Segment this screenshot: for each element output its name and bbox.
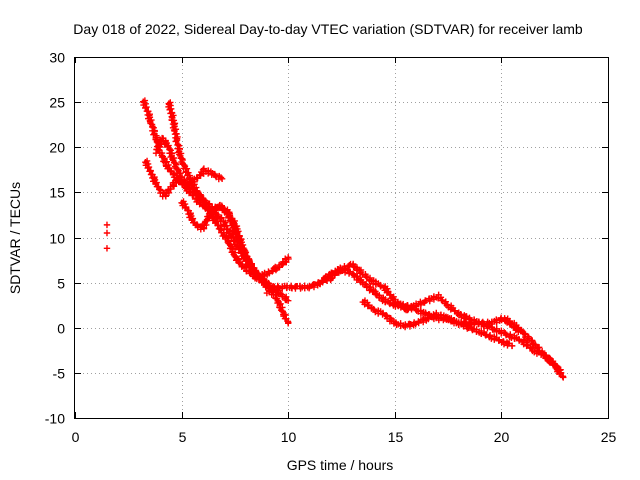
data-point — [158, 134, 166, 142]
x-tick-label: 20 — [494, 429, 510, 445]
data-point — [542, 352, 550, 359]
data-point — [319, 279, 326, 286]
data-point — [188, 215, 195, 223]
data-point — [193, 221, 201, 228]
data-point — [508, 342, 516, 349]
y-tick-label: -10 — [45, 411, 65, 427]
y-tick-label: 5 — [57, 276, 65, 292]
axis-ticks — [75, 57, 609, 419]
data-point — [169, 155, 176, 163]
data-point — [331, 272, 338, 279]
data-point — [226, 212, 234, 219]
y-tick-label: 20 — [49, 140, 65, 156]
series-trace-2 — [142, 157, 292, 327]
data-point — [390, 296, 397, 303]
y-tick-label: 0 — [57, 321, 65, 337]
data-point — [497, 315, 504, 323]
data-point — [556, 370, 563, 378]
data-point — [217, 174, 225, 181]
data-point — [502, 330, 509, 337]
x-axis-label: GPS time / hours — [287, 457, 394, 473]
data-point — [425, 315, 432, 323]
data-point — [162, 193, 170, 200]
data-point — [451, 307, 458, 314]
data-point — [152, 179, 159, 187]
data-point — [184, 207, 191, 214]
data-point — [457, 311, 464, 318]
y-axis-tick-labels: -10 -5 0 5 10 15 20 25 30 — [45, 50, 65, 427]
data-points — [103, 97, 567, 381]
data-point — [182, 203, 190, 211]
y-axis-label: SDTVAR / TECUs — [7, 182, 23, 294]
data-point — [364, 302, 371, 310]
data-point — [402, 322, 409, 329]
series-trace-9 — [502, 315, 567, 381]
data-point — [417, 300, 425, 307]
x-tick-label: 25 — [601, 429, 617, 445]
y-tick-label: 10 — [49, 231, 65, 247]
y-tick-label: -5 — [53, 366, 66, 382]
data-point — [162, 138, 169, 145]
data-point — [217, 225, 224, 233]
data-point — [190, 192, 197, 199]
grid — [75, 57, 608, 418]
data-point — [230, 219, 237, 226]
data-point — [142, 104, 149, 111]
data-point — [285, 297, 292, 304]
data-point — [523, 342, 530, 350]
data-point — [218, 175, 226, 183]
plot-frame — [74, 57, 609, 419]
data-point — [253, 270, 260, 277]
data-point — [386, 291, 393, 299]
data-point — [212, 218, 220, 226]
data-point — [238, 242, 245, 249]
series-trace-5 — [178, 198, 260, 277]
data-point — [150, 124, 157, 131]
data-point — [143, 107, 151, 115]
data-point — [148, 171, 155, 178]
x-tick-label: 15 — [388, 429, 404, 445]
data-point — [235, 232, 242, 240]
data-point — [170, 126, 178, 134]
data-point — [181, 177, 188, 184]
y-tick-label: 15 — [49, 185, 65, 201]
series-trace-4 — [152, 134, 226, 188]
series-trace-8 — [359, 297, 516, 350]
data-point — [227, 215, 235, 223]
data-point — [557, 369, 564, 377]
x-tick-label: 10 — [281, 429, 297, 445]
x-tick-label: 5 — [179, 429, 187, 445]
data-point — [349, 270, 357, 278]
data-point — [211, 170, 218, 178]
y-tick-label: 30 — [49, 50, 65, 66]
data-point — [506, 321, 514, 328]
series-trace-3 — [165, 99, 292, 283]
data-point — [560, 374, 567, 381]
data-point — [203, 203, 210, 210]
data-point — [285, 254, 292, 261]
y-tick-label: 25 — [49, 95, 65, 111]
data-point — [194, 175, 201, 182]
data-point — [500, 338, 507, 345]
data-point — [242, 253, 250, 260]
x-axis-tick-labels: 0 5 10 15 20 25 — [72, 429, 617, 445]
data-point — [150, 131, 157, 138]
data-point — [422, 310, 429, 317]
data-point — [103, 221, 111, 229]
data-point — [266, 288, 273, 295]
chart-title: Day 018 of 2022, Sidereal Day-to-day VTE… — [73, 21, 583, 37]
x-tick-label: 0 — [72, 429, 80, 445]
data-point — [285, 320, 292, 327]
series-isolated — [103, 221, 111, 252]
data-point — [176, 151, 183, 158]
data-point — [103, 245, 111, 252]
data-point — [222, 219, 229, 226]
data-point — [234, 229, 241, 236]
data-point — [214, 221, 221, 229]
data-point — [103, 229, 111, 237]
